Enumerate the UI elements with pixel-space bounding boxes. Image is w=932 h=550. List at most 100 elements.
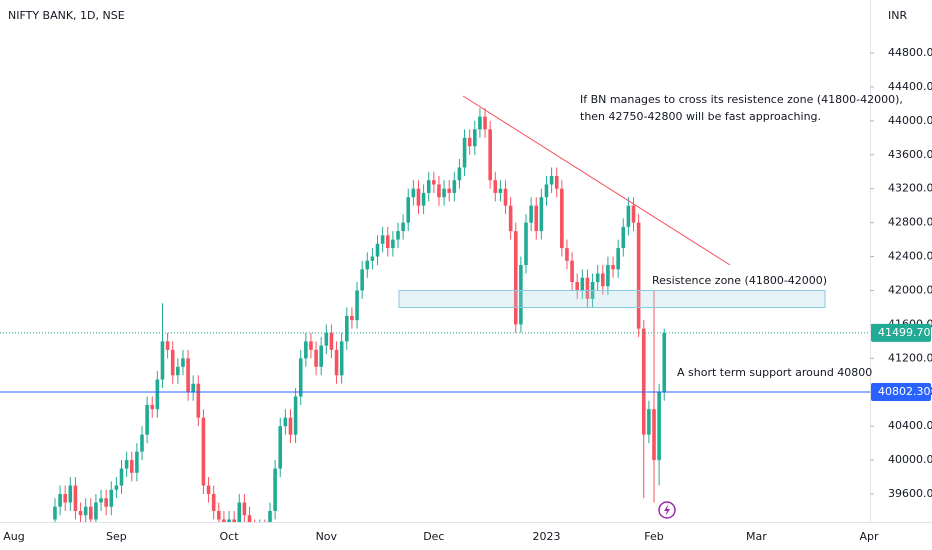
candle-body — [283, 417, 288, 427]
candle-body — [288, 417, 293, 435]
candle-body — [211, 494, 216, 511]
plot-area — [53, 108, 667, 522]
candle-body — [129, 460, 134, 473]
candle-body — [237, 502, 242, 522]
x-tick-label: Oct — [220, 530, 240, 543]
candle-body — [298, 358, 303, 397]
candle-body — [616, 248, 620, 270]
y-tick-label: 40000.00 — [888, 453, 932, 466]
candle-body — [575, 281, 579, 291]
candle-body — [411, 188, 416, 198]
candle-body — [329, 332, 334, 350]
candle-body — [155, 379, 160, 410]
candle-body — [273, 468, 277, 511]
candle-body — [73, 485, 78, 511]
candle-body — [580, 277, 585, 291]
candle-body — [350, 315, 354, 321]
candle-body — [334, 349, 339, 376]
candle-body — [452, 180, 457, 193]
candle-body — [89, 506, 93, 520]
candle-body — [442, 188, 446, 198]
candle-body — [78, 510, 83, 516]
candle-body — [314, 349, 318, 367]
candle-body — [355, 290, 359, 321]
candle-body — [462, 137, 467, 168]
candle-body — [601, 273, 605, 287]
candle-body — [544, 184, 549, 198]
candle-body — [293, 396, 298, 435]
candle-body — [493, 180, 498, 193]
candle-body — [99, 498, 103, 503]
candle-body — [570, 260, 574, 282]
candle-body — [529, 205, 533, 223]
candle-body — [104, 498, 108, 507]
candle-body — [222, 519, 226, 522]
x-tick-label: Aug — [3, 530, 24, 543]
candle-body — [641, 328, 646, 435]
y-tick-label: 42000.00 — [888, 283, 932, 296]
candle-body — [53, 506, 57, 520]
last-price-line-tag — [871, 323, 931, 342]
candle-body — [437, 184, 441, 198]
y-tick-label: 42800.00 — [888, 216, 932, 229]
candle-body — [611, 265, 615, 270]
candle-body — [631, 205, 636, 223]
candle-body — [549, 175, 554, 185]
candle-body — [498, 188, 503, 193]
candle-body — [160, 341, 165, 380]
candle-body — [68, 485, 73, 503]
candle-body — [63, 494, 67, 503]
x-tick-label: Dec — [423, 530, 444, 543]
candle-body — [513, 231, 518, 325]
annotation: then 42750-42800 will be fast approachin… — [580, 110, 821, 123]
candle-body — [652, 409, 656, 461]
candle-body — [191, 383, 195, 393]
candle-body — [181, 358, 185, 367]
candle-body — [114, 485, 119, 490]
x-tick-label: Mar — [746, 530, 767, 543]
candle-body — [483, 116, 487, 130]
candle-body — [186, 358, 190, 393]
candle-body — [206, 485, 211, 495]
candle-body — [447, 188, 451, 193]
y-tick-label: 42400.00 — [888, 250, 932, 263]
trend-line — [462, 95, 731, 266]
candle-body — [109, 489, 114, 507]
last-price-line-label: 41499.70 — [878, 326, 931, 339]
candle-body — [416, 188, 421, 206]
candle-body — [560, 188, 564, 249]
x-tick-label: Nov — [316, 530, 338, 543]
candle-body — [124, 460, 129, 469]
candle-body — [554, 175, 559, 189]
candle-body — [524, 222, 528, 266]
candle-body — [519, 265, 523, 325]
candle-body — [467, 137, 472, 147]
candle-body — [385, 235, 390, 249]
candle-body — [647, 409, 651, 435]
candle-body — [657, 392, 661, 461]
candle-body — [339, 341, 344, 376]
candle-body — [565, 248, 569, 261]
candle-body — [662, 332, 667, 393]
candle-body — [365, 260, 370, 270]
candle-body — [196, 383, 201, 418]
candle-body — [595, 273, 600, 282]
candle-body — [539, 197, 544, 232]
y-tick-label: 44400.00 — [888, 80, 932, 93]
support-line-label: 40802.30 — [878, 385, 931, 398]
candle-body — [626, 205, 631, 227]
candle-body — [375, 243, 380, 257]
annotation: A short term support around 40800 — [677, 366, 872, 379]
candle-body — [606, 265, 610, 287]
candle-body — [201, 417, 206, 486]
x-tick-label: 2023 — [532, 530, 560, 543]
candle-body — [140, 434, 144, 452]
event-icon[interactable] — [658, 501, 676, 519]
candle-body — [165, 341, 170, 350]
candle-body — [278, 426, 283, 469]
candle-body — [401, 222, 405, 232]
y-tick-label: 41200.00 — [888, 351, 932, 364]
candle-body — [217, 510, 221, 520]
candle-body — [488, 129, 492, 181]
candle-body — [621, 226, 626, 249]
